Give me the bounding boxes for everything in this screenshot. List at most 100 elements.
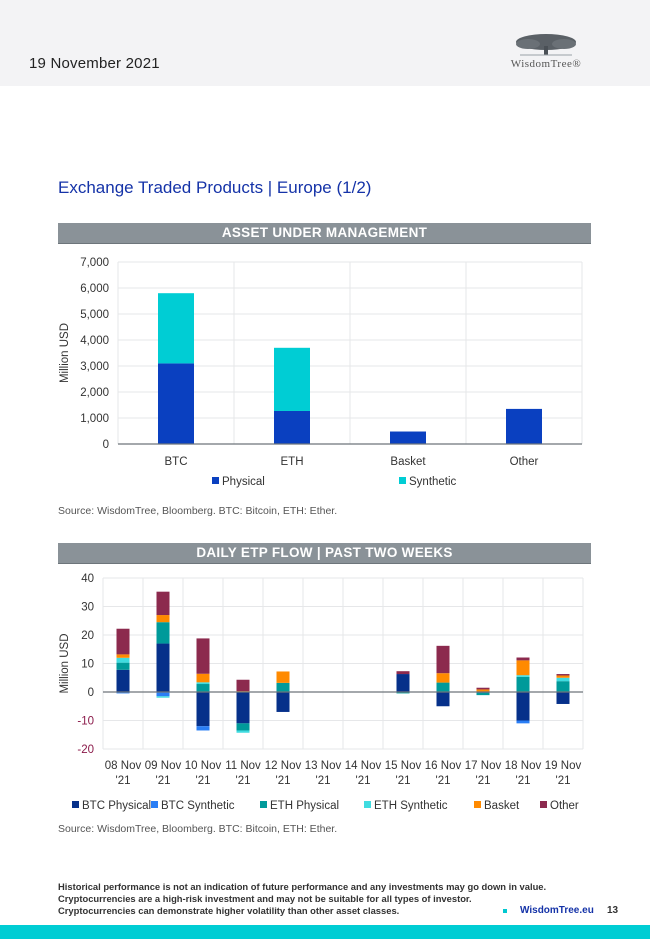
legend-swatch bbox=[151, 801, 158, 808]
bar-segment-other bbox=[476, 687, 490, 690]
x-tick-label: 15 Nov bbox=[385, 760, 422, 772]
x-tick-label: ETH bbox=[281, 456, 304, 468]
y-axis-label: Million USD bbox=[59, 323, 71, 383]
bar-segment-basket bbox=[156, 615, 170, 623]
bullet-icon bbox=[503, 909, 507, 913]
legend-label: BTC Physical bbox=[82, 800, 151, 812]
y-tick-label: -10 bbox=[77, 716, 94, 728]
aum-source-note: Source: WisdomTree, Bloomberg. BTC: Bitc… bbox=[58, 505, 338, 517]
bar-segment-other bbox=[516, 657, 530, 661]
y-tick-label: 20 bbox=[81, 630, 94, 642]
bar-segment-other bbox=[436, 645, 450, 674]
x-tick-label: 18 Nov bbox=[505, 760, 542, 772]
bar-segment-eth-synthetic bbox=[156, 696, 170, 698]
bar-segment-btc-physical bbox=[196, 692, 210, 727]
bar-segment-physical bbox=[390, 431, 426, 444]
y-axis-label: Million USD bbox=[59, 633, 71, 693]
x-tick-label: 16 Nov bbox=[425, 760, 462, 772]
page-number: 13 bbox=[607, 905, 619, 916]
x-tick-label: 19 Nov bbox=[545, 760, 582, 772]
bar-segment-physical bbox=[274, 410, 310, 444]
legend-swatch bbox=[540, 801, 547, 808]
y-tick-label: -20 bbox=[77, 744, 94, 756]
report-date: 19 November 2021 bbox=[29, 55, 160, 72]
x-tick-label: '21 bbox=[196, 775, 211, 787]
tree-icon bbox=[516, 34, 576, 56]
bar-segment-eth-physical bbox=[436, 682, 450, 692]
bar-segment-other bbox=[556, 674, 570, 676]
bar-segment-eth-physical bbox=[116, 662, 130, 670]
legend-label: Other bbox=[550, 800, 579, 812]
disclaimer-line: Cryptocurrencies are a high-risk investm… bbox=[58, 893, 472, 904]
bar-segment-btc-synthetic bbox=[116, 692, 130, 694]
x-tick-label: '21 bbox=[116, 775, 131, 787]
x-tick-label: 13 Nov bbox=[305, 760, 342, 772]
bar-segment-physical bbox=[506, 408, 542, 444]
bar-segment-eth-physical bbox=[476, 692, 490, 696]
y-tick-label: 0 bbox=[88, 687, 94, 699]
bar-segment-btc-physical bbox=[396, 674, 410, 692]
y-tick-label: 4,000 bbox=[80, 335, 109, 347]
disclaimer-line: Historical performance is not an indicat… bbox=[58, 881, 547, 892]
bar-segment-btc-synthetic bbox=[516, 720, 530, 724]
disclaimer: Historical performance is not an indicat… bbox=[58, 881, 546, 917]
x-tick-label: 10 Nov bbox=[185, 760, 222, 772]
y-tick-label: 40 bbox=[81, 573, 94, 585]
bar-segment-basket bbox=[116, 654, 130, 658]
bar-segment-synthetic bbox=[158, 293, 194, 364]
bar-segment-basket bbox=[436, 673, 450, 683]
bar-segment-eth-synthetic bbox=[196, 682, 210, 685]
legend-label: BTC Synthetic bbox=[161, 800, 235, 812]
legend-label: ETH Physical bbox=[270, 800, 339, 812]
bar-segment-synthetic bbox=[274, 347, 310, 411]
legend-swatch bbox=[474, 801, 481, 808]
bar-segment-btc-physical bbox=[236, 692, 250, 724]
bar-segment-other bbox=[236, 679, 250, 692]
x-tick-label: '21 bbox=[236, 775, 251, 787]
aum-section-title: ASSET UNDER MANAGEMENT bbox=[58, 223, 591, 244]
bar-segment-eth-physical bbox=[156, 622, 170, 644]
bar-segment-btc-synthetic bbox=[196, 726, 210, 731]
y-tick-label: 10 bbox=[81, 659, 94, 671]
bar-segment-physical bbox=[158, 363, 194, 444]
legend-label: Physical bbox=[222, 476, 265, 488]
flow-section-title: DAILY ETP FLOW | PAST TWO WEEKS bbox=[58, 543, 591, 564]
bar-segment-eth-physical bbox=[396, 692, 410, 694]
bar-segment-btc-physical bbox=[516, 692, 530, 721]
bar-segment-eth-physical bbox=[556, 681, 570, 692]
bar-segment-other bbox=[116, 628, 130, 655]
x-tick-label: '21 bbox=[396, 775, 411, 787]
bar-segment-btc-physical bbox=[276, 692, 290, 712]
legend-label: ETH Synthetic bbox=[374, 800, 448, 812]
bar-segment-basket bbox=[516, 660, 530, 676]
x-tick-label: '21 bbox=[356, 775, 371, 787]
bar-segment-eth-physical bbox=[276, 682, 290, 692]
bar-segment-other bbox=[196, 638, 210, 674]
logo-wordmark: WisdomTree® bbox=[510, 58, 582, 70]
legend-swatch bbox=[72, 801, 79, 808]
x-tick-label: Other bbox=[510, 456, 539, 468]
x-tick-label: 11 Nov bbox=[225, 760, 261, 772]
page-header: 19 November 2021 WisdomTree® bbox=[0, 0, 650, 86]
x-tick-label: '21 bbox=[476, 775, 491, 787]
bar-segment-btc-physical bbox=[436, 692, 450, 707]
legend-label: Basket bbox=[484, 800, 520, 812]
bar-segment-basket bbox=[276, 671, 290, 683]
bar-segment-basket bbox=[476, 689, 490, 692]
y-tick-label: 5,000 bbox=[80, 309, 109, 321]
bar-segment-basket bbox=[556, 675, 570, 678]
y-tick-label: 3,000 bbox=[80, 361, 109, 373]
x-tick-label: '21 bbox=[316, 775, 331, 787]
bar-segment-eth-synthetic bbox=[516, 675, 530, 677]
bar-segment-btc-physical bbox=[116, 669, 130, 692]
bar-segment-btc-physical bbox=[156, 643, 170, 692]
bar-segment-other bbox=[396, 671, 410, 675]
website-link[interactable]: WisdomTree.eu bbox=[520, 905, 594, 916]
y-tick-label: 0 bbox=[103, 439, 109, 451]
y-tick-label: 2,000 bbox=[80, 387, 109, 399]
bar-segment-eth-synthetic bbox=[236, 730, 250, 733]
bar-segment-eth-synthetic bbox=[556, 677, 570, 682]
bar-segment-eth-synthetic bbox=[116, 657, 130, 663]
aum-chart: 0 1,000 2,000 3,000 4,000 5,000 6,000 7,000 BTC E… bbox=[59, 257, 583, 488]
bar-segment-other bbox=[156, 591, 170, 616]
